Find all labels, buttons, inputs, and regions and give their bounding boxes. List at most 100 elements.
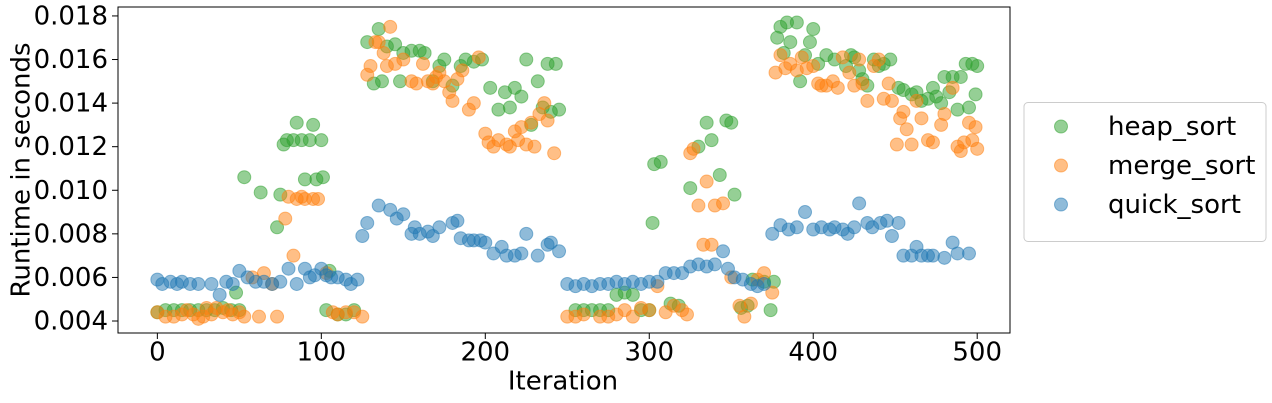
point	[899, 122, 914, 137]
point	[253, 185, 268, 200]
point	[699, 174, 714, 189]
y-tick-label: 0.004	[34, 307, 108, 337]
point	[847, 220, 862, 235]
point	[891, 215, 906, 230]
point	[552, 102, 567, 117]
x-tick-label: 400	[788, 338, 838, 368]
point	[852, 52, 867, 67]
point	[191, 276, 206, 291]
point	[355, 309, 370, 324]
point	[314, 133, 329, 148]
point	[881, 76, 896, 91]
point	[704, 237, 719, 252]
series	[150, 19, 985, 326]
x-tick-label: 100	[297, 338, 347, 368]
point	[383, 19, 398, 34]
point	[855, 76, 870, 91]
point	[445, 93, 460, 108]
point	[884, 93, 899, 108]
point	[830, 80, 845, 95]
point	[806, 22, 821, 37]
point	[281, 261, 296, 276]
point	[925, 135, 940, 150]
point	[937, 106, 952, 121]
point	[653, 154, 668, 169]
point	[914, 111, 929, 126]
point	[802, 35, 817, 50]
y-tick-label: 0.012	[34, 132, 108, 162]
point	[543, 235, 558, 250]
point	[374, 74, 389, 89]
point	[650, 274, 665, 289]
point	[737, 309, 752, 324]
point	[437, 52, 452, 67]
point	[396, 207, 411, 222]
point	[773, 48, 788, 63]
x-tick-label: 300	[624, 338, 674, 368]
point	[270, 220, 285, 235]
point	[904, 137, 919, 152]
x-axis-label: Iteration	[508, 367, 618, 397]
y-tick-label: 0.014	[34, 89, 108, 119]
y-tick-label: 0.008	[34, 219, 108, 249]
point	[712, 168, 727, 183]
point	[396, 52, 411, 67]
legend-marker	[1054, 158, 1068, 173]
point	[478, 235, 493, 250]
point	[524, 115, 539, 130]
point	[852, 196, 867, 211]
point	[552, 244, 567, 259]
point	[842, 65, 857, 80]
point	[576, 307, 591, 322]
legend-box	[1023, 102, 1267, 242]
point	[707, 257, 722, 272]
point	[625, 287, 640, 302]
point	[355, 229, 370, 244]
point	[699, 115, 714, 130]
point	[962, 100, 977, 115]
point	[860, 93, 875, 108]
series	[150, 196, 977, 302]
point	[502, 100, 517, 115]
point	[909, 93, 924, 108]
point	[289, 276, 304, 291]
point	[519, 52, 534, 67]
x-tick-label: 0	[149, 338, 166, 368]
point	[289, 115, 304, 130]
point	[270, 309, 285, 324]
point	[371, 22, 386, 37]
point	[278, 211, 293, 226]
point	[686, 141, 701, 156]
y-axis-label: Runtime in seconds	[7, 42, 37, 297]
point	[691, 198, 706, 213]
y-tick-label: 0.016	[34, 45, 108, 75]
point	[642, 303, 657, 318]
point	[212, 287, 227, 302]
point	[237, 309, 252, 324]
plot-frame	[117, 6, 1011, 334]
point	[471, 50, 486, 65]
point	[311, 191, 326, 206]
point	[789, 15, 804, 30]
legend-marker	[1054, 119, 1068, 134]
y-tick-label: 0.018	[34, 1, 108, 31]
point	[315, 170, 330, 185]
point	[286, 248, 301, 263]
point	[798, 205, 813, 220]
point	[432, 220, 447, 235]
point	[763, 303, 778, 318]
point	[789, 220, 804, 235]
y-tick-label: 0.010	[34, 176, 108, 206]
point	[679, 307, 694, 322]
point	[625, 309, 640, 324]
point	[945, 80, 960, 95]
point	[970, 59, 985, 74]
point	[970, 141, 985, 156]
point	[716, 196, 731, 211]
point	[547, 146, 562, 161]
x-tick-label: 500	[952, 338, 1002, 368]
point	[950, 102, 965, 117]
legend-label: merge_sort	[1108, 151, 1255, 181]
